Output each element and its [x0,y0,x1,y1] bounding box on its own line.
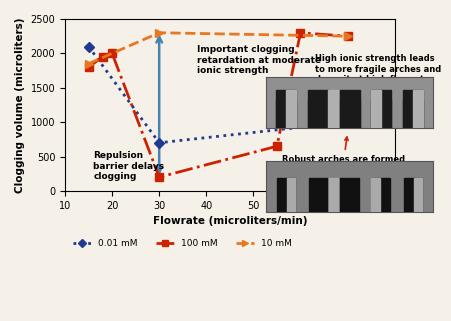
Bar [276,90,296,128]
Bar [276,100,296,128]
Bar [371,100,391,128]
Bar [403,100,423,128]
Bar [308,90,328,128]
Bar [329,178,337,212]
Bar [308,100,328,128]
Bar [341,178,359,212]
Text: Repulsion
barrier delays
clogging: Repulsion barrier delays clogging [93,151,165,181]
Bar [287,178,295,212]
Text: Robust arches are formed
at low ionic strength: Robust arches are formed at low ionic st… [281,137,405,174]
Bar [340,100,359,128]
Bar [413,90,423,128]
Bar [340,90,359,128]
Bar [328,90,338,128]
Bar [371,90,391,128]
X-axis label: Flowrate (microliters/min): Flowrate (microliters/min) [152,216,307,226]
Text: Important clogging
retardation at moderate
ionic strength: Important clogging retardation at modera… [197,45,321,75]
Y-axis label: Clogging volume (microliters): Clogging volume (microliters) [15,17,25,193]
Bar [404,178,422,212]
Text: High ionic strength leads
to more fragile arches and
deposit at high flowrate: High ionic strength leads to more fragil… [305,55,441,100]
Bar [372,178,391,212]
Legend: 0.01 mM, 100 mM, 10 mM: 0.01 mM, 100 mM, 10 mM [69,236,296,252]
Bar [403,90,423,128]
Bar [308,178,327,212]
Bar [286,90,296,128]
Bar [277,178,295,212]
Bar [372,178,380,212]
Bar [414,178,422,212]
Bar [371,90,381,128]
